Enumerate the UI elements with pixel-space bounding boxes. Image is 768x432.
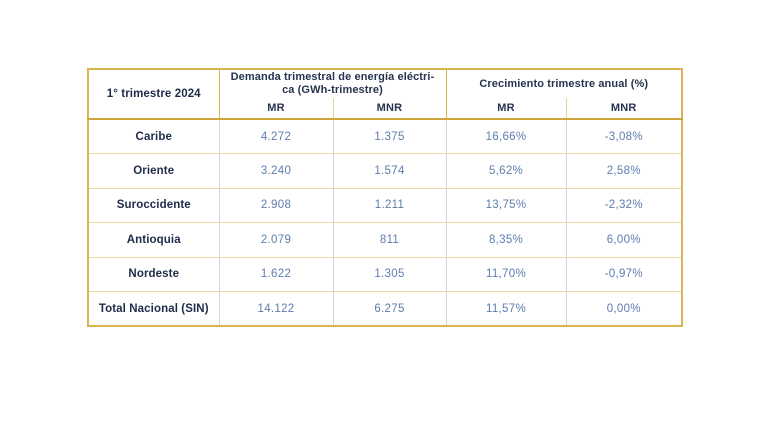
- crecimiento-mr-value: 11,57%: [445, 291, 566, 326]
- subheader-demanda-mnr: MNR: [332, 98, 446, 120]
- demanda-mr-value: 3.240: [218, 153, 333, 188]
- crecimiento-mr-value: 13,75%: [445, 187, 566, 223]
- region-label: Caribe: [88, 118, 219, 154]
- subheader-demanda-mr: MR: [218, 98, 333, 120]
- demanda-mnr-value: 1.375: [332, 118, 446, 154]
- demanda-mnr-value: 6.275: [332, 291, 446, 326]
- demanda-mnr-value: 1.211: [332, 187, 446, 223]
- demanda-mr-value: 4.272: [218, 118, 333, 154]
- region-label: Suroccidente: [88, 187, 219, 223]
- crecimiento-mr-value: 11,70%: [445, 256, 566, 292]
- subheader-crecimiento-mnr: MNR: [565, 98, 683, 120]
- table-row-oriente: Oriente 3.240 1.574 5,62% 2,58%: [88, 153, 683, 188]
- region-label: Oriente: [88, 153, 219, 188]
- header-sub-row: MR MNR MR MNR: [88, 98, 683, 120]
- table-row-caribe: Caribe 4.272 1.375 16,66% -3,08%: [88, 118, 683, 154]
- group-header-crecimiento-line1: Crecimiento trimestre anual (%): [479, 77, 649, 90]
- crecimiento-mnr-value: -3,08%: [565, 118, 683, 154]
- group-header-demanda-line1: Demanda trimestral de energía eléctri-: [230, 71, 435, 83]
- table-row-nordeste: Nordeste 1.622 1.305 11,70% -0,97%: [88, 256, 683, 292]
- header-group-row: 1° trimestre 2024 Demanda trimestral de …: [88, 69, 683, 120]
- table-row-suroccidente: Suroccidente 2.908 1.211 13,75% -2,32%: [88, 187, 683, 223]
- table-row-antioquia: Antioquia 2.079 811 8,35% 6,00%: [88, 222, 683, 257]
- subheader-crecimiento-mr: MR: [445, 98, 566, 120]
- demanda-mr-value: 2.079: [218, 222, 333, 257]
- region-label: Total Nacional (SIN): [88, 291, 219, 326]
- crecimiento-mnr-value: -2,32%: [565, 187, 683, 223]
- crecimiento-mr-value: 5,62%: [445, 153, 566, 188]
- energy-demand-table-container: 1° trimestre 2024 Demanda trimestral de …: [87, 68, 684, 327]
- demanda-mr-value: 1.622: [218, 256, 333, 292]
- demanda-mr-value: 2.908: [218, 187, 333, 223]
- crecimiento-mnr-value: 2,58%: [565, 153, 683, 188]
- region-label: Antioquia: [88, 222, 219, 257]
- region-label: Nordeste: [88, 256, 219, 292]
- crecimiento-mnr-value: 0,00%: [565, 291, 683, 326]
- crecimiento-mnr-value: -0,97%: [565, 256, 683, 292]
- table-row-total-nacional: Total Nacional (SIN) 14.122 6.275 11,57%…: [88, 291, 683, 326]
- energy-demand-table: 1° trimestre 2024 Demanda trimestral de …: [87, 68, 684, 327]
- group-header-demanda-line2: ca (GWh-trimestre): [282, 84, 383, 96]
- crecimiento-mr-value: 16,66%: [445, 118, 566, 154]
- crecimiento-mnr-value: 6,00%: [565, 222, 683, 257]
- demanda-mr-value: 14.122: [218, 291, 333, 326]
- group-header-crecimiento: Crecimiento trimestre anual (%): [445, 69, 683, 98]
- crecimiento-mr-value: 8,35%: [445, 222, 566, 257]
- demanda-mnr-value: 1.574: [332, 153, 446, 188]
- demanda-mnr-value: 1.305: [332, 256, 446, 292]
- demanda-mnr-value: 811: [332, 222, 446, 257]
- group-header-demanda: Demanda trimestral de energía eléctri- c…: [218, 69, 446, 98]
- corner-header-quarter: 1° trimestre 2024: [88, 69, 220, 120]
